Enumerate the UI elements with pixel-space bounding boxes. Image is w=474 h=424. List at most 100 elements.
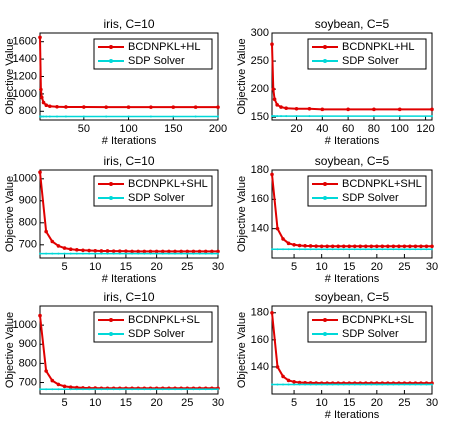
series-marker (118, 252, 121, 255)
series-marker (112, 252, 115, 255)
series-marker (286, 378, 291, 383)
series-marker (419, 244, 423, 249)
series-marker (55, 115, 58, 118)
x-tick-label: 30 (212, 261, 224, 273)
series-marker (321, 115, 324, 118)
y-tick-label: 150 (251, 111, 269, 123)
series-marker (39, 388, 41, 391)
series-marker (281, 374, 285, 379)
series-marker (275, 103, 279, 107)
series-marker (174, 252, 177, 255)
x-tick-label: 30 (426, 397, 438, 409)
x-tick-label: 20 (371, 397, 383, 409)
series-marker (352, 244, 357, 249)
series-marker (270, 172, 274, 177)
legend-marker (109, 318, 113, 322)
series-marker (342, 383, 345, 386)
series-marker (198, 252, 201, 255)
series-marker (392, 248, 395, 251)
series-marker (64, 105, 68, 109)
series-marker (271, 87, 276, 91)
series-marker (359, 248, 362, 251)
series-marker (111, 249, 116, 253)
series-marker (397, 107, 402, 112)
series-marker (45, 115, 48, 118)
series-marker (148, 249, 153, 254)
chart-title: iris, C=10 (103, 17, 154, 31)
series-marker (413, 244, 418, 249)
series-marker (276, 115, 279, 118)
series-marker (88, 252, 91, 255)
series-marker (304, 383, 307, 386)
x-tick-label: 5 (291, 397, 297, 409)
series-marker (372, 107, 376, 112)
y-tick-label: 200 (251, 83, 269, 95)
series-marker (359, 383, 362, 386)
series-marker (210, 388, 213, 391)
legend-label: SDP Solver (128, 192, 185, 204)
series-marker (100, 252, 103, 255)
series-marker (161, 388, 164, 391)
series-marker (281, 237, 285, 241)
series-marker (295, 115, 298, 118)
series-marker (154, 249, 159, 254)
series-marker (186, 388, 189, 391)
legend-label: BCDNPKL+HL (342, 41, 414, 53)
legend-marker (323, 59, 327, 63)
series-marker (64, 115, 67, 118)
series-marker (81, 252, 84, 255)
series-marker (414, 383, 417, 386)
y-tick-label: 1600 (13, 36, 37, 48)
series-marker (285, 115, 288, 118)
legend-label: BCDNPKL+SL (342, 314, 414, 326)
series-marker (386, 383, 389, 386)
chart-title: soybean, C=5 (315, 154, 390, 168)
series-marker (174, 388, 177, 391)
x-tick-label: 5 (61, 397, 67, 409)
series-marker (149, 115, 152, 118)
series-marker (364, 383, 367, 386)
y-tick-label: 800 (19, 357, 37, 369)
series-marker (425, 248, 428, 251)
series-marker (279, 105, 283, 109)
x-axis-label: # Iterations (102, 135, 157, 147)
x-axis-label: # Iterations (102, 273, 157, 285)
series-marker (217, 388, 219, 391)
series-marker (210, 249, 214, 254)
series-marker (309, 383, 312, 386)
series-marker (375, 383, 378, 386)
x-tick-label: 50 (78, 123, 90, 135)
legend-label: BCDNPKL+SHL (128, 178, 208, 190)
legend-label: SDP Solver (342, 192, 399, 204)
series-marker (337, 248, 340, 251)
series-marker (408, 383, 411, 386)
legend-marker (323, 318, 327, 322)
series-marker (124, 252, 127, 255)
series-marker (391, 244, 396, 249)
y-tick-label: 800 (19, 105, 37, 117)
series-marker (137, 388, 140, 391)
series-marker (68, 385, 73, 389)
series-marker (149, 252, 152, 255)
series-marker (331, 248, 334, 251)
series-marker (105, 115, 108, 118)
series-marker (62, 384, 67, 389)
series-marker (304, 248, 307, 251)
legend-label: SDP Solver (128, 55, 185, 67)
series-marker (398, 115, 401, 118)
x-tick-label: 10 (89, 397, 101, 409)
series-marker (192, 388, 195, 391)
series-marker (118, 388, 121, 391)
series-marker (403, 383, 406, 386)
series-marker (44, 103, 49, 108)
y-tick-label: 160 (251, 334, 269, 346)
series-marker (408, 248, 411, 251)
y-tick-label: 800 (19, 217, 37, 229)
series-marker (284, 106, 288, 111)
series-marker (143, 388, 146, 391)
series-marker (271, 383, 273, 386)
series-marker (124, 388, 127, 391)
legend-marker (109, 45, 113, 49)
series-marker (309, 248, 312, 251)
series-marker (88, 388, 91, 391)
